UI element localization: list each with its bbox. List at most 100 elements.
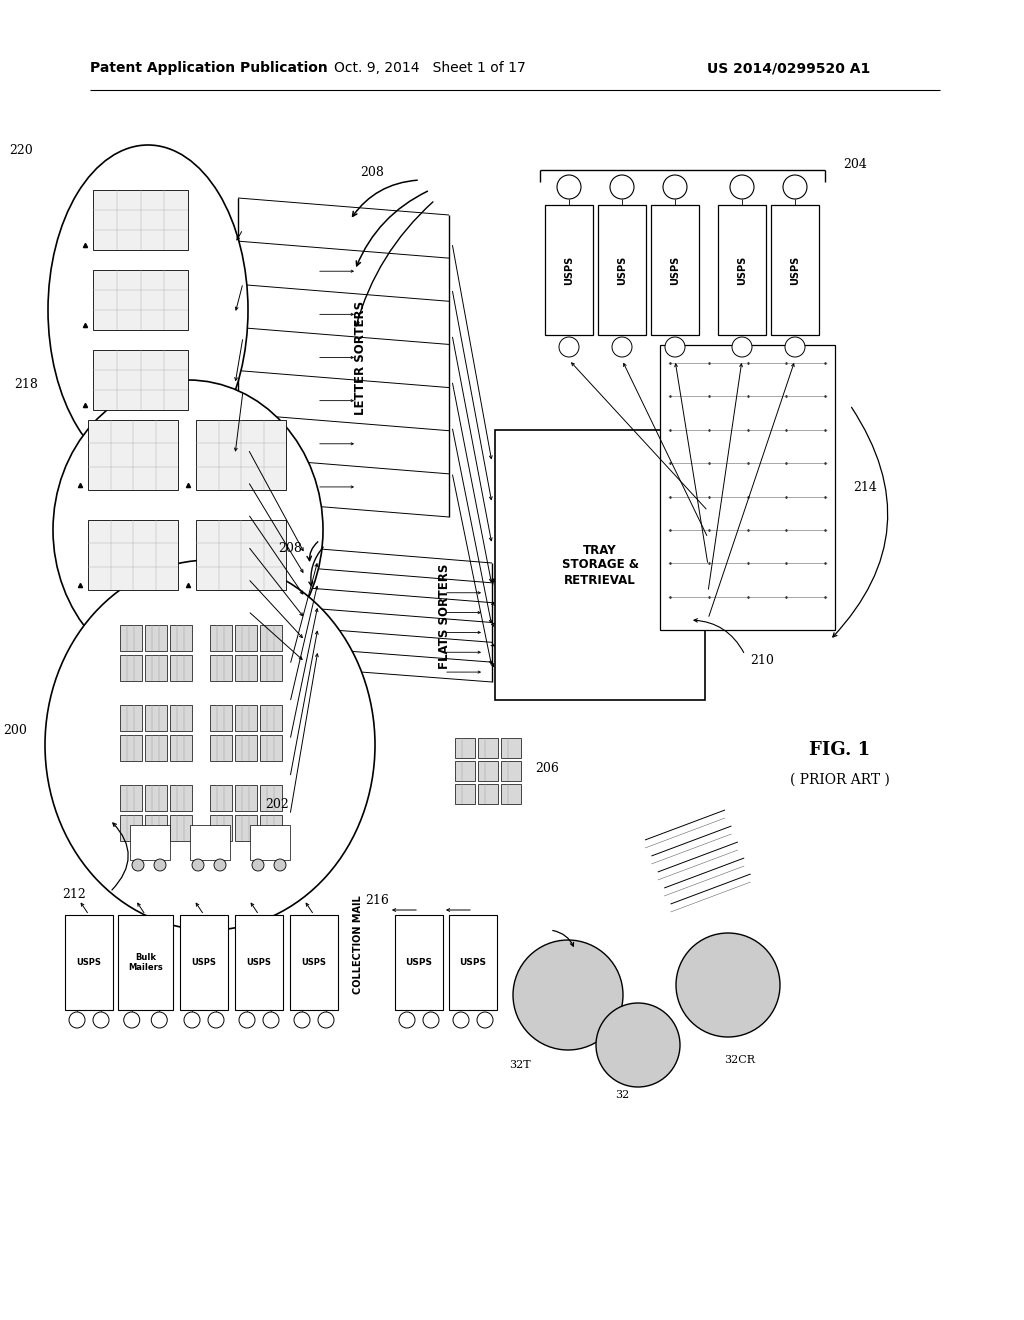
Text: Patent Application Publication: Patent Application Publication xyxy=(90,61,328,75)
Circle shape xyxy=(69,1012,85,1028)
Circle shape xyxy=(294,1012,310,1028)
Text: 214: 214 xyxy=(853,480,877,494)
Bar xyxy=(170,655,193,681)
Bar xyxy=(455,784,475,804)
Text: USPS: USPS xyxy=(460,958,486,968)
Circle shape xyxy=(274,859,286,871)
Text: USPS: USPS xyxy=(77,958,101,968)
Circle shape xyxy=(318,1012,334,1028)
Bar xyxy=(290,915,338,1010)
Bar xyxy=(234,814,257,841)
Bar xyxy=(130,825,170,861)
Bar xyxy=(234,735,257,762)
Text: 218: 218 xyxy=(14,379,38,392)
Text: USPS: USPS xyxy=(301,958,327,968)
Text: Bulk
Mailers: Bulk Mailers xyxy=(128,953,163,973)
Circle shape xyxy=(612,337,632,356)
Bar xyxy=(234,655,257,681)
Bar xyxy=(170,814,193,841)
Text: Oct. 9, 2014   Sheet 1 of 17: Oct. 9, 2014 Sheet 1 of 17 xyxy=(334,61,526,75)
Bar xyxy=(210,655,232,681)
Circle shape xyxy=(663,176,687,199)
Bar xyxy=(93,350,188,411)
Text: 204: 204 xyxy=(843,158,867,172)
Text: USPS: USPS xyxy=(247,958,271,968)
Bar xyxy=(260,705,282,731)
Bar xyxy=(145,705,167,731)
Text: USPS: USPS xyxy=(737,255,746,285)
Text: 206: 206 xyxy=(535,762,559,775)
Text: 32: 32 xyxy=(614,1090,629,1100)
Text: USPS: USPS xyxy=(617,255,627,285)
Bar xyxy=(210,624,232,651)
Bar xyxy=(120,735,142,762)
Text: USPS: USPS xyxy=(670,255,680,285)
Bar xyxy=(260,814,282,841)
Text: 32CR: 32CR xyxy=(725,1055,756,1065)
Circle shape xyxy=(263,1012,279,1028)
Text: 210: 210 xyxy=(750,653,774,667)
Bar xyxy=(718,205,766,335)
Circle shape xyxy=(596,1003,680,1086)
Bar xyxy=(495,430,705,700)
Bar xyxy=(651,205,699,335)
Bar xyxy=(478,738,498,758)
Text: 200: 200 xyxy=(3,723,27,737)
Bar xyxy=(145,655,167,681)
Bar xyxy=(88,520,178,590)
Bar xyxy=(260,624,282,651)
Circle shape xyxy=(453,1012,469,1028)
Bar xyxy=(170,785,193,810)
Bar xyxy=(190,825,230,861)
Bar xyxy=(210,705,232,731)
Bar xyxy=(145,624,167,651)
Text: USPS: USPS xyxy=(564,255,574,285)
Bar xyxy=(501,738,521,758)
Bar xyxy=(598,205,646,335)
Circle shape xyxy=(557,176,581,199)
Circle shape xyxy=(184,1012,200,1028)
Text: 32T: 32T xyxy=(509,1060,530,1071)
Bar xyxy=(455,738,475,758)
Bar xyxy=(170,735,193,762)
Circle shape xyxy=(132,859,144,871)
Circle shape xyxy=(477,1012,493,1028)
Bar xyxy=(478,784,498,804)
Bar xyxy=(771,205,819,335)
Circle shape xyxy=(252,859,264,871)
Text: FLATS SORTERS: FLATS SORTERS xyxy=(438,564,452,669)
Text: TRAY
STORAGE &
RETRIEVAL: TRAY STORAGE & RETRIEVAL xyxy=(561,544,639,586)
Text: ( PRIOR ART ): ( PRIOR ART ) xyxy=(791,774,890,787)
Circle shape xyxy=(676,933,780,1038)
Bar xyxy=(120,814,142,841)
Circle shape xyxy=(732,337,752,356)
Ellipse shape xyxy=(48,145,248,475)
Ellipse shape xyxy=(53,380,323,680)
Bar xyxy=(260,735,282,762)
Circle shape xyxy=(152,1012,167,1028)
Bar xyxy=(395,915,443,1010)
Circle shape xyxy=(513,940,623,1049)
Bar xyxy=(455,762,475,781)
Bar xyxy=(196,520,286,590)
Circle shape xyxy=(610,176,634,199)
Bar xyxy=(234,705,257,731)
Bar xyxy=(93,190,188,249)
Text: USPS: USPS xyxy=(406,958,432,968)
Circle shape xyxy=(193,859,204,871)
Bar xyxy=(120,624,142,651)
Bar xyxy=(478,762,498,781)
Bar xyxy=(260,655,282,681)
Circle shape xyxy=(785,337,805,356)
Bar xyxy=(210,785,232,810)
Circle shape xyxy=(93,1012,109,1028)
Text: 212: 212 xyxy=(62,888,86,902)
Text: USPS: USPS xyxy=(790,255,800,285)
Circle shape xyxy=(124,1012,139,1028)
Text: COLLECTION MAIL: COLLECTION MAIL xyxy=(353,896,362,994)
Bar xyxy=(145,785,167,810)
Bar xyxy=(501,762,521,781)
Text: FIG. 1: FIG. 1 xyxy=(809,741,870,759)
Circle shape xyxy=(665,337,685,356)
Text: USPS: USPS xyxy=(191,958,216,968)
